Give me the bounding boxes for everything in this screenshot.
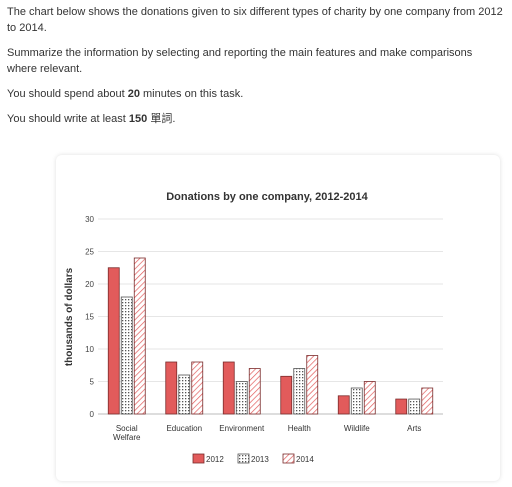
y-tick-label: 10	[85, 345, 94, 354]
task-prompt: The chart below shows the donations give…	[7, 4, 505, 136]
y-axis-label: thousands of dollars	[64, 267, 75, 366]
y-tick-label: 5	[90, 378, 95, 387]
x-axis-labels: Social Welfare Education Environment Health W…	[113, 424, 421, 442]
bar-2014	[133, 257, 146, 415]
y-tick-label: 0	[90, 410, 95, 419]
bar-2013	[293, 368, 306, 415]
prompt-time-value: 20	[127, 88, 140, 100]
bar-2014	[248, 368, 261, 415]
bar-2014	[306, 355, 319, 415]
bar-2013	[408, 398, 421, 415]
bar-2014	[363, 381, 376, 415]
x-tick-label: Health	[288, 424, 311, 433]
bar-2014	[421, 387, 434, 415]
bar-2012	[337, 395, 350, 415]
bar-2013	[235, 381, 248, 415]
legend-swatch-2013	[237, 453, 250, 464]
x-tick-label: Environment	[219, 424, 265, 433]
bar-2014	[191, 361, 204, 415]
gridlines: 0 5 10 15 20 25 30	[85, 215, 443, 419]
legend: 2012 2013 2014	[192, 453, 314, 464]
x-tick-label: Social Welfare	[113, 424, 141, 442]
prompt-word-count: You should write at least 150 單詞.	[7, 113, 176, 125]
bar-2012	[165, 361, 178, 415]
bar-2013	[350, 387, 363, 415]
bar-2013	[178, 374, 191, 415]
y-tick-label: 25	[85, 248, 94, 257]
bar-2012	[107, 267, 120, 415]
prompt-instruction: Summarize the information by selecting a…	[7, 47, 473, 75]
prompt-word-count-value: 150	[128, 113, 148, 125]
legend-label: 2014	[296, 455, 314, 464]
y-tick-label: 30	[85, 215, 94, 224]
bar-2012	[395, 398, 408, 415]
legend-swatch-2014	[282, 453, 295, 464]
legend-label: 2013	[251, 455, 269, 464]
bar-chart: Donations by one company, 2012-2014 thou…	[64, 191, 443, 464]
x-tick-label: Arts	[407, 424, 421, 433]
legend-label: 2012	[206, 455, 224, 464]
x-tick-label: Wildlife	[344, 424, 370, 433]
bar-2012	[222, 361, 235, 415]
bars	[107, 257, 434, 415]
legend-swatch-2012	[192, 453, 205, 464]
prompt-description: The chart below shows the donations give…	[7, 6, 503, 34]
y-tick-label: 20	[85, 280, 94, 289]
prompt-time: You should spend about 20 minutes on thi…	[7, 88, 244, 100]
bar-2012	[280, 375, 293, 415]
chart-title: Donations by one company, 2012-2014	[166, 191, 368, 203]
bar-2013	[120, 296, 133, 415]
y-tick-label: 15	[85, 313, 94, 322]
chart-card: Donations by one company, 2012-2014 thou…	[56, 155, 500, 481]
x-tick-label: Education	[166, 424, 202, 433]
